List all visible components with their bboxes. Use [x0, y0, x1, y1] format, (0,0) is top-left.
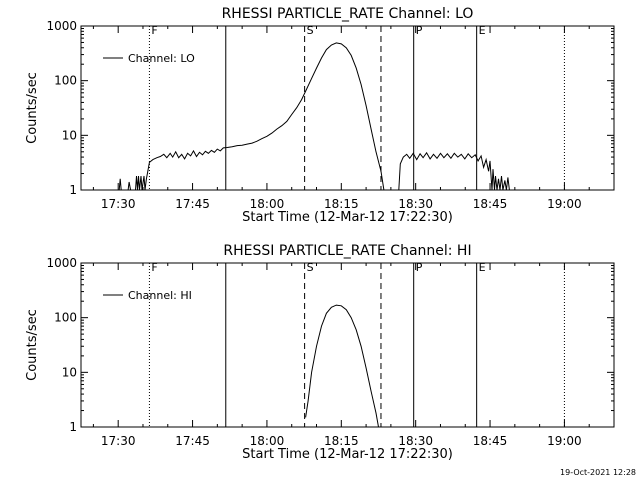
y-tick-label: 1: [69, 183, 77, 197]
chart-panel-hi: RHESSI PARTICLE_RATE Channel: HI 17:30 17:…: [25, 243, 615, 462]
y-axis-label: Counts/sec: [25, 309, 40, 381]
y-tick-label: 1000: [46, 19, 77, 33]
series-line: [398, 151, 510, 191]
x-tick-label: 17:45: [175, 434, 210, 448]
footer-timestamp: 19-Oct-2021 12:28: [560, 468, 636, 477]
x-tick-label: 17:45: [175, 197, 210, 211]
x-tick-label: 19:00: [547, 197, 582, 211]
y-axis-label: Counts/sec: [25, 72, 40, 144]
series-line: [118, 42, 385, 191]
event-marker-label: E: [479, 261, 486, 274]
y-tick-label: 1000: [46, 256, 77, 270]
event-marker-label: F: [151, 261, 157, 274]
y-tick-label: 100: [54, 74, 77, 88]
chart-panel-lo: RHESSI PARTICLE_RATE Channel: LO 17:30 17:…: [25, 6, 615, 225]
x-tick-label: 17:30: [101, 197, 136, 211]
event-marker-label: P: [416, 261, 423, 274]
x-tick-label: 18:15: [324, 434, 359, 448]
x-tick-label: 18:45: [473, 197, 508, 211]
x-tick-label: 18:30: [398, 197, 433, 211]
series-line: [305, 304, 379, 428]
x-axis-label: Start Time (12-Mar-12 17:22:30): [242, 447, 453, 462]
legend-label: Channel: LO: [128, 52, 195, 65]
event-marker-label: F: [151, 24, 157, 37]
plot-frame: [80, 262, 615, 428]
x-tick-label: 18:30: [398, 434, 433, 448]
chart-title: RHESSI PARTICLE_RATE Channel: HI: [223, 243, 471, 259]
x-tick-label: 17:30: [101, 434, 136, 448]
y-tick-label: 1: [69, 420, 77, 434]
x-tick-label: 18:15: [324, 197, 359, 211]
y-tick-label: 10: [62, 365, 77, 379]
legend-label: Channel: HI: [128, 289, 192, 302]
x-tick-label: 18:00: [250, 434, 285, 448]
plot-frame: [80, 25, 615, 191]
y-tick-label: 10: [62, 128, 77, 142]
x-tick-label: 19:00: [547, 434, 582, 448]
chart-title: RHESSI PARTICLE_RATE Channel: LO: [222, 6, 474, 22]
y-tick-label: 100: [54, 311, 77, 325]
x-axis-label: Start Time (12-Mar-12 17:22:30): [242, 210, 453, 225]
event-marker-label: S: [307, 24, 314, 37]
x-tick-label: 18:00: [250, 197, 285, 211]
x-tick-label: 18:45: [473, 434, 508, 448]
event-marker-label: P: [416, 24, 423, 37]
event-marker-label: S: [307, 261, 314, 274]
event-marker-label: E: [479, 24, 486, 37]
